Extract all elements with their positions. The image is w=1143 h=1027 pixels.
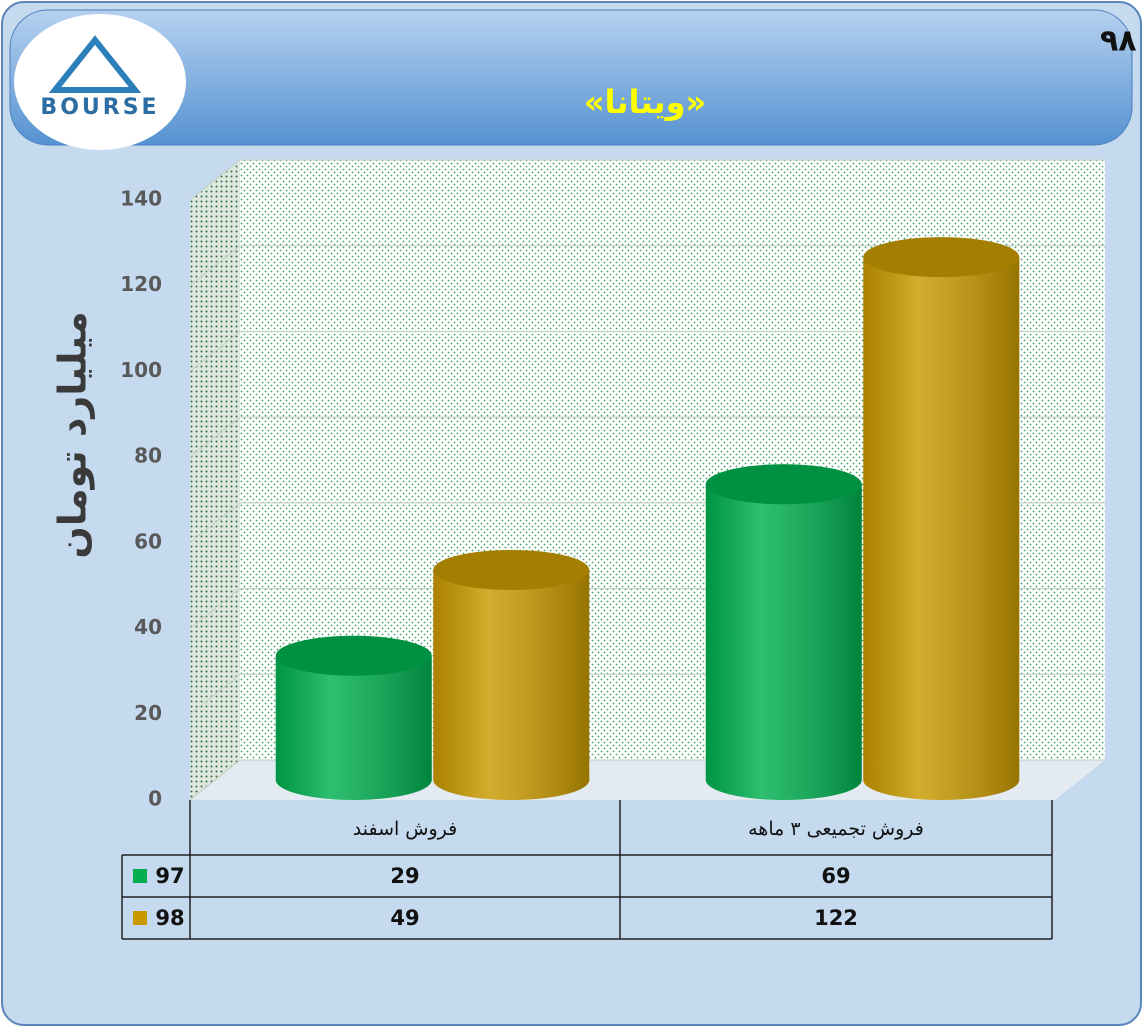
bar-top	[433, 550, 590, 590]
y-tick-label: 140	[120, 187, 162, 211]
logo-mark	[48, 35, 142, 93]
table-value: 29	[390, 864, 419, 888]
bar-shade	[705, 484, 862, 800]
grid-line	[189, 588, 241, 630]
chart-subtitle: «ویتانا»	[584, 83, 706, 121]
grid-line	[189, 330, 241, 372]
y-tick-label: 60	[134, 529, 162, 553]
header-banner	[9, 9, 1133, 146]
grid-line	[189, 245, 241, 287]
x-tick-label: فروش تجمیعی ۳ ماهه	[748, 818, 924, 840]
bar-shade	[433, 570, 590, 800]
y-tick-label: 100	[120, 358, 162, 382]
y-axis-label: میلیارد تومان	[51, 311, 95, 558]
y-tick-label: 80	[134, 444, 162, 468]
bar-shade	[863, 257, 1020, 801]
y-tick-label: 20	[134, 701, 162, 725]
bar-top-shade	[705, 464, 862, 505]
bar-top	[275, 635, 432, 676]
grid-line	[189, 502, 241, 544]
logo-text: BOURSE	[40, 95, 159, 120]
grid-line	[189, 759, 241, 801]
legend-label: 98	[155, 906, 184, 930]
bar-shade	[275, 655, 432, 800]
grid-line	[189, 416, 241, 458]
y-tick-label: 0	[148, 787, 162, 811]
table-value: 49	[390, 906, 419, 930]
y-tick-label: 40	[134, 615, 162, 639]
table-value: 69	[821, 864, 850, 888]
legend-swatch	[133, 869, 147, 883]
bar-top-shade	[433, 550, 590, 590]
bar-top	[705, 464, 862, 505]
legend-swatch	[133, 911, 147, 925]
logo-background	[14, 14, 186, 150]
grid-line	[189, 673, 241, 715]
chart-title: گزارش فروش ریالی ماهانه و ۳ ماهه منتهی ب…	[1100, 23, 1143, 59]
side-wall	[190, 160, 240, 800]
legend-label: 97	[155, 864, 184, 888]
bar-top-shade	[275, 635, 432, 676]
y-tick-label: 120	[120, 272, 162, 296]
x-tick-label: فروش اسفند	[353, 818, 458, 840]
grid-line	[189, 159, 241, 201]
bar-top-shade	[863, 237, 1020, 278]
bar-top	[863, 237, 1020, 278]
table-value: 122	[814, 906, 858, 930]
